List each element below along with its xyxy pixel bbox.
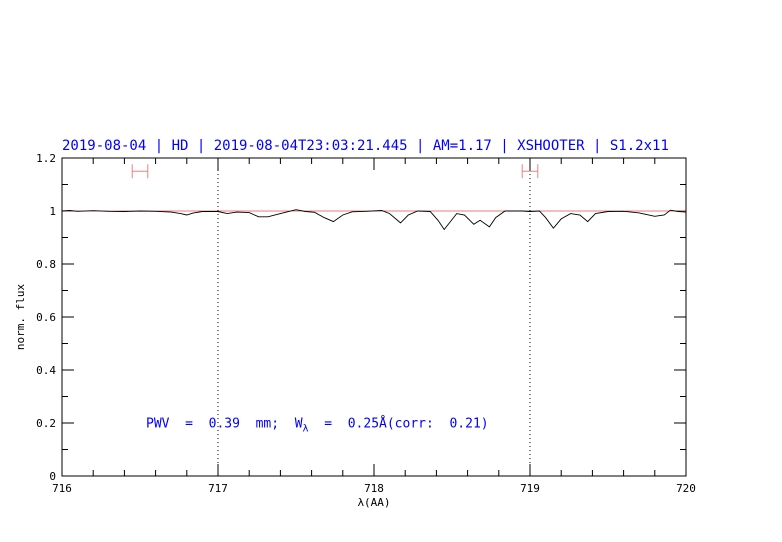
pwv-annotation: PWV = 0.39 mm; Wλ = 0.25Å(corr: 0.21) — [146, 416, 489, 435]
x-tick-label: 716 — [52, 482, 72, 495]
x-tick-label: 717 — [208, 482, 228, 495]
chart-title: 2019-08-04 | HD | 2019-08-04T23:03:21.44… — [62, 138, 669, 154]
spectrum-line — [61, 209, 687, 231]
annotation-post: = 0.25Å(corr: 0.21) — [309, 416, 489, 432]
y-tick-label: 0.8 — [36, 258, 56, 271]
y-tick-label: 1 — [49, 205, 56, 218]
y-tick-label: 0.6 — [36, 311, 56, 324]
x-axis-label: λ(AA) — [357, 496, 390, 509]
x-tick-label: 720 — [676, 482, 696, 495]
y-tick-label: 0.2 — [36, 417, 56, 430]
y-tick-label: 0.4 — [36, 364, 56, 377]
plot-frame — [61, 157, 687, 477]
x-tick-label: 719 — [520, 482, 540, 495]
y-tick-label: 0 — [49, 470, 56, 483]
y-axis-label: norm. flux — [14, 284, 27, 351]
x-tick-label: 718 — [364, 482, 384, 495]
annotation-pre: PWV = 0.39 mm; W — [146, 417, 303, 432]
y-tick-label: 1.2 — [36, 152, 56, 165]
annotation-sub: λ — [303, 424, 309, 435]
